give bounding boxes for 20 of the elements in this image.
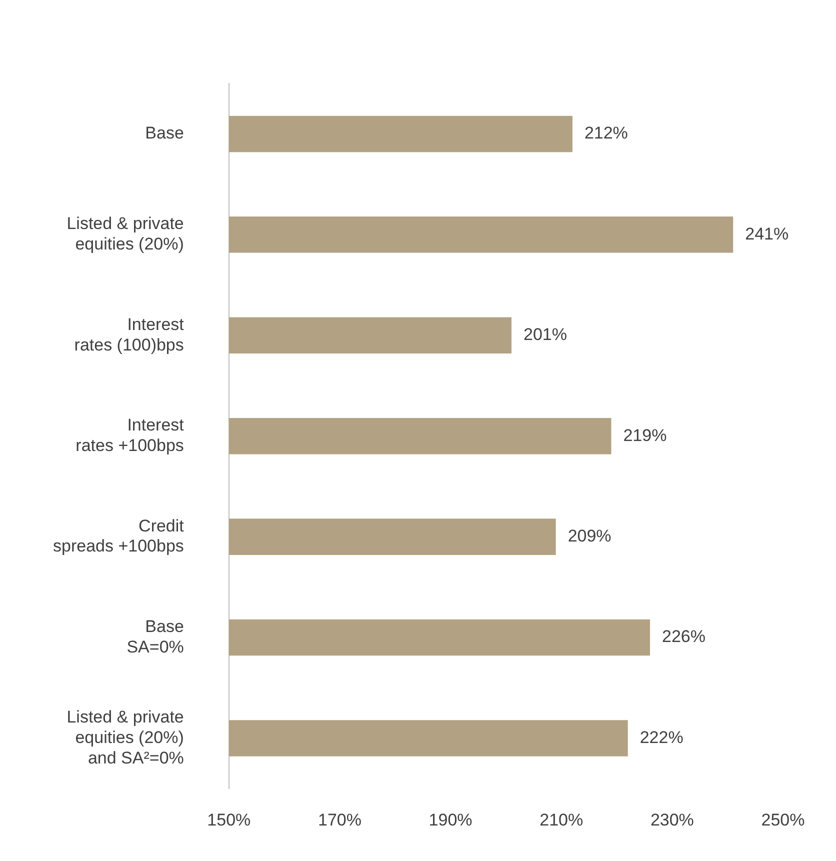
data-label: 226% [662, 627, 706, 646]
y-tick-label: Base [145, 124, 184, 143]
x-tick-label: 170% [318, 810, 362, 830]
x-tick-label: 250% [761, 810, 805, 830]
y-tick-label: Listed & private equities (20%) and SA²=0% [66, 708, 184, 768]
data-label: 212% [584, 124, 628, 143]
x-tick-label: 190% [428, 810, 472, 830]
y-tick-label: Credit spreads +100bps [52, 516, 184, 556]
y-tick-label: Interest rates +100bps [76, 416, 184, 455]
data-label: 201% [523, 325, 567, 344]
y-tick-label: Listed & private equities (20%) [66, 214, 184, 254]
x-tick-label: 210% [540, 810, 584, 830]
y-tick-label: Base SA=0% [126, 617, 184, 656]
data-label: 241% [745, 224, 789, 244]
y-tick-label: Interest rates (100)bps [74, 314, 184, 354]
data-label: 209% [568, 526, 612, 546]
x-tick-label: 230% [650, 810, 694, 830]
data-label: 222% [640, 728, 684, 747]
data-label: 219% [623, 426, 667, 445]
x-tick-label: 150% [207, 810, 251, 830]
